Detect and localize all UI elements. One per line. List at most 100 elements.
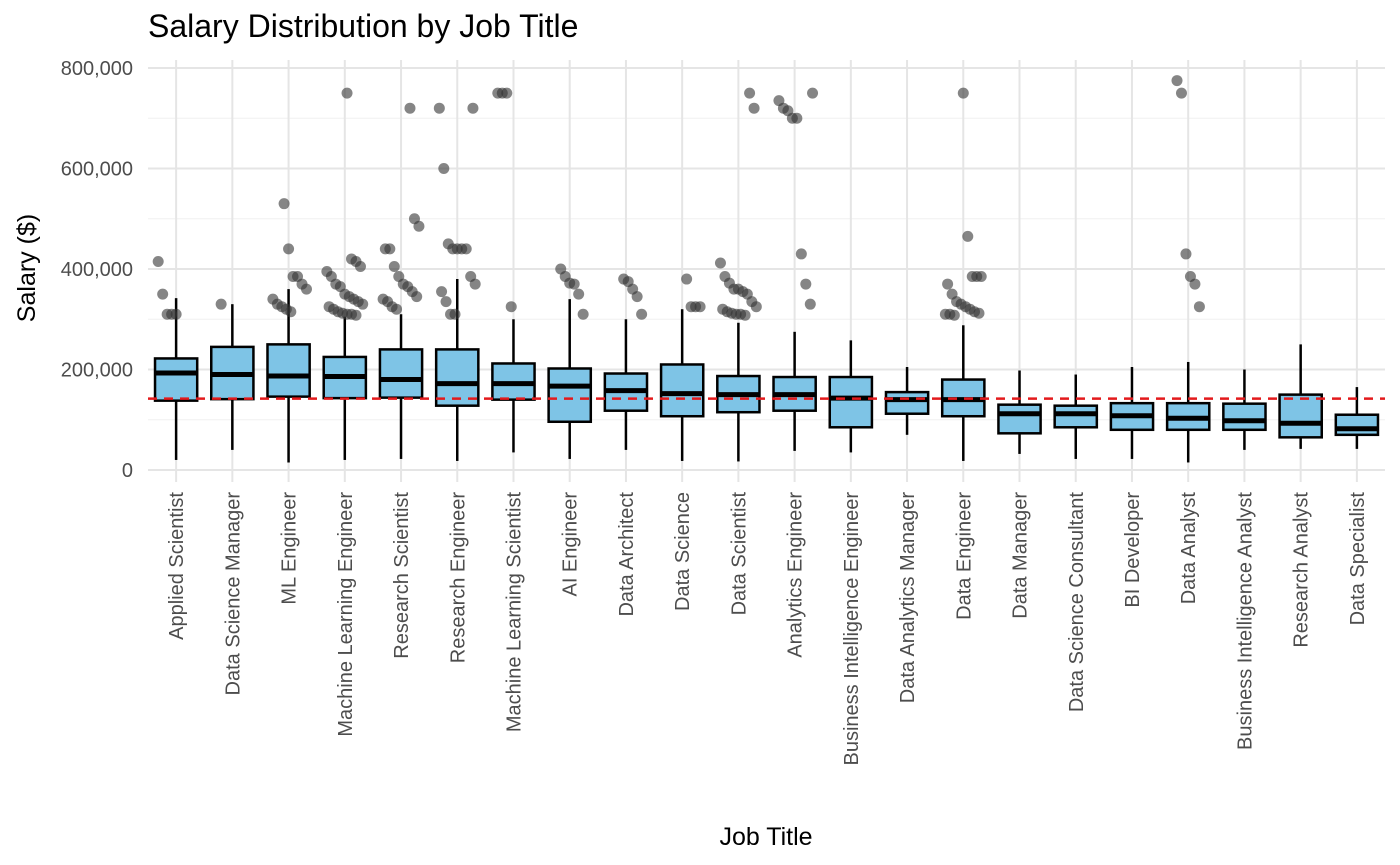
x-tick-label: Data Science — [672, 492, 694, 611]
box-data-science-manager — [210, 304, 255, 450]
outlier-point — [285, 306, 297, 318]
outlier-point — [341, 87, 353, 99]
box-iqr — [884, 390, 930, 415]
outlier-point — [469, 278, 481, 290]
x-tick-label: Research Analyst — [1291, 492, 1313, 648]
box-data-science — [659, 309, 705, 461]
box-iqr — [378, 348, 424, 399]
box-data-specialist — [1334, 387, 1380, 449]
box-iqr — [659, 363, 705, 418]
x-tick-label: Data Analyst — [1178, 492, 1200, 605]
x-tick-label: Research Scientist — [391, 492, 413, 659]
outlier-point — [573, 288, 585, 300]
outlier-point — [748, 102, 760, 114]
x-tick-label: Data Architect — [616, 492, 638, 617]
outlier-point — [404, 102, 416, 114]
outlier-point — [694, 301, 706, 313]
box-data-science-consultant — [1053, 374, 1099, 459]
box-business-intelligence-analyst — [1222, 369, 1267, 450]
outlier-point — [1180, 248, 1192, 260]
box-ai-engineer — [547, 299, 593, 459]
outlier-point — [436, 286, 448, 298]
outlier-point — [948, 309, 960, 321]
outlier-point — [350, 309, 362, 321]
outlier-point — [388, 260, 400, 272]
x-tick-label: Data Analytics Manager — [897, 492, 919, 704]
x-tick-label: Business Intelligence Analyst — [1234, 492, 1256, 750]
outlier-point — [791, 112, 803, 124]
box-iqr — [1222, 402, 1267, 432]
outlier-point — [391, 303, 403, 315]
outlier-point — [170, 308, 182, 320]
box-iqr — [1334, 413, 1380, 437]
outlier-point — [467, 102, 479, 114]
y-tick-label: 800,000 — [61, 58, 133, 80]
y-tick-label: 0 — [122, 460, 133, 482]
outlier-point — [795, 248, 807, 260]
box-research-engineer — [434, 279, 480, 461]
x-tick-label: AI Engineer — [560, 492, 582, 597]
outlier-point — [807, 87, 819, 99]
chart-title: Salary Distribution by Job Title — [148, 8, 579, 44]
x-tick-label: Data Engineer — [953, 492, 975, 620]
outlier-point — [975, 271, 987, 283]
box-research-analyst — [1278, 344, 1323, 449]
outlier-point — [962, 230, 974, 242]
outlier-point — [440, 296, 452, 308]
outlier-point — [568, 278, 580, 290]
outlier-point — [501, 87, 513, 99]
box-business-intelligence-engineer — [828, 340, 874, 453]
x-tick-label: Machine Learning Engineer — [335, 492, 357, 737]
box-data-engineer — [940, 325, 986, 461]
box-iqr — [1053, 404, 1099, 429]
x-tick-label: ML Engineer — [279, 492, 301, 605]
outlier-point — [433, 102, 445, 114]
outlier-point — [750, 301, 762, 313]
x-tick-label: Analytics Engineer — [785, 492, 807, 658]
box-applied-scientist — [153, 298, 199, 460]
x-tick-label: Data Science Manager — [222, 492, 244, 696]
outlier-point — [215, 298, 227, 310]
box-bi-developer — [1109, 366, 1155, 459]
y-axis-title: Salary ($) — [13, 214, 41, 322]
x-tick-label: Applied Scientist — [166, 492, 188, 640]
outlier-point — [681, 273, 693, 285]
box-machine-learning-engineer — [322, 316, 368, 460]
outlier-point — [1175, 87, 1187, 99]
outlier-point — [460, 243, 472, 255]
outlier-point — [804, 298, 816, 310]
x-tick-label: Research Engineer — [447, 492, 469, 664]
y-tick-label: 200,000 — [61, 360, 133, 382]
x-tick-label: Data Science Consultant — [1066, 492, 1088, 713]
outlier-point — [357, 298, 369, 310]
x-tick-label: Business Intelligence Engineer — [841, 492, 863, 766]
outlier-point — [744, 87, 756, 99]
outlier-point — [1189, 278, 1201, 290]
outlier-point — [413, 220, 425, 232]
outlier-point — [739, 309, 751, 321]
x-axis-ticks: Applied Scientist Data Science Manager ML … — [166, 492, 1369, 766]
box-data-analyst — [1165, 361, 1211, 463]
x-axis-title: Job Title — [719, 823, 812, 851]
outlier-point — [1171, 75, 1183, 87]
box-data-analytics-manager — [884, 366, 930, 435]
outlier-point — [957, 87, 969, 99]
box-iqr — [828, 375, 874, 429]
outlier-point — [157, 288, 169, 300]
outlier-point — [384, 243, 396, 255]
box-data-manager — [997, 370, 1042, 454]
box-iqr — [266, 343, 311, 398]
outlier-point — [411, 291, 423, 303]
outlier-point — [636, 308, 648, 320]
box-iqr — [153, 357, 199, 402]
outlier-point — [283, 243, 295, 255]
box-iqr — [547, 367, 593, 424]
outlier-point — [973, 307, 985, 319]
outlier-point — [449, 308, 461, 320]
x-tick-label: Data Manager — [1010, 492, 1032, 619]
box-research-scientist — [378, 314, 424, 459]
outlier-points-layer — [152, 75, 1205, 321]
outlier-point — [800, 278, 812, 290]
box-ml-engineer — [266, 289, 311, 463]
